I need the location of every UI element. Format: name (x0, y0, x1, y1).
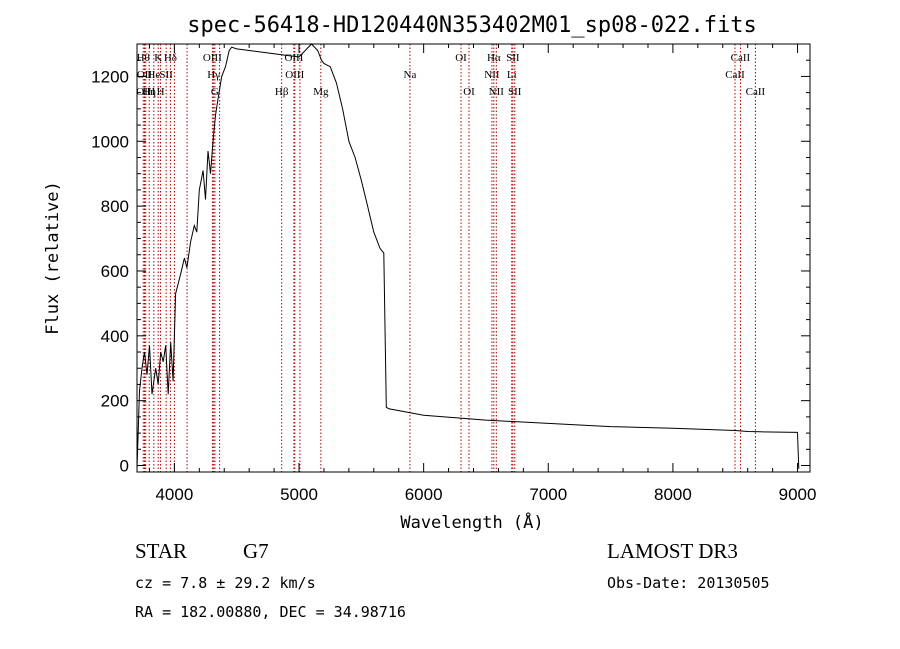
spectral-line-label: OI (455, 52, 467, 64)
x-tick-label: 4000 (155, 485, 193, 504)
ra-dec-coordinates: RA = 182.00880, DEC = 34.98716 (135, 603, 406, 621)
y-axis-ticks: 0 200 400 600 800 1000 1200 (91, 59, 810, 476)
spectral-line-label: CaII (746, 86, 766, 98)
x-tick-label: 8000 (654, 485, 692, 504)
spectral-line-label: Hθ (137, 52, 150, 64)
y-tick-label: 400 (101, 327, 129, 346)
spectral-line-label: K (154, 52, 162, 64)
x-tick-label: 7000 (529, 485, 567, 504)
spectral-line-label: OII (137, 69, 153, 81)
spectral-line-label: Hβ (275, 86, 289, 98)
spectral-line-label: Hα (487, 52, 501, 64)
y-tick-label: 800 (101, 197, 129, 216)
survey-name: LAMOST DR3 (607, 539, 738, 563)
spectral-line-label: NII (484, 69, 500, 81)
spectrum-series-line (136, 43, 800, 469)
y-tick-label: 1200 (91, 67, 129, 86)
y-tick-label: 200 (101, 392, 129, 411)
y-tick-label: 600 (101, 262, 129, 281)
spectral-line-label: Na (404, 69, 417, 81)
spectral-line-label: CaII (731, 52, 751, 64)
plot-frame (136, 43, 811, 473)
spectral-line-label: Mg (313, 86, 329, 98)
spectral-line-label: OIII (285, 69, 304, 81)
spectral-line-label: Li (507, 69, 517, 81)
spectral-line-label: CaII (725, 69, 745, 81)
spectral-line-label: SII (506, 52, 520, 64)
spectral-line-label: SII (508, 86, 522, 98)
object-class: STAR (135, 539, 187, 563)
spectral-line-label: Hγ (207, 69, 220, 81)
spectral-line-label: Hδ (164, 52, 177, 64)
object-subclass: G7 (243, 539, 269, 563)
x-axis-ticks: 4000 5000 6000 7000 8000 9000 (148, 44, 817, 504)
spectral-line-label: NII (489, 86, 505, 98)
chart-title: spec-56418-HD120440N353402M01_sp08-022.f… (187, 13, 757, 38)
spectral-line-label: H (157, 86, 165, 98)
spectral-line-label: OI (463, 86, 475, 98)
spectral-line-label: OIII (136, 86, 155, 98)
y-tick-label: 0 (120, 457, 129, 476)
x-tick-label: 6000 (405, 485, 443, 504)
observation-date: Obs-Date: 20130505 (607, 574, 770, 592)
redshift-velocity: cz = 7.8 ± 29.2 km/s (135, 574, 316, 592)
spectral-line-label: Hη (142, 86, 156, 98)
y-tick-label: 1000 (91, 132, 129, 151)
x-tick-label: 5000 (280, 485, 318, 504)
spectral-line-markers (142, 44, 756, 472)
spectral-line-label: OIII (203, 52, 222, 64)
x-axis-label: Wavelength (Å) (400, 511, 543, 533)
spectral-line-label: G (211, 86, 219, 98)
spectral-line-label: SII (159, 69, 173, 81)
spectral-line-label: He (147, 69, 160, 81)
y-axis-label: Flux (relative) (43, 181, 63, 335)
spectral-line-label: OIII (284, 52, 303, 64)
x-tick-label: 9000 (779, 485, 817, 504)
